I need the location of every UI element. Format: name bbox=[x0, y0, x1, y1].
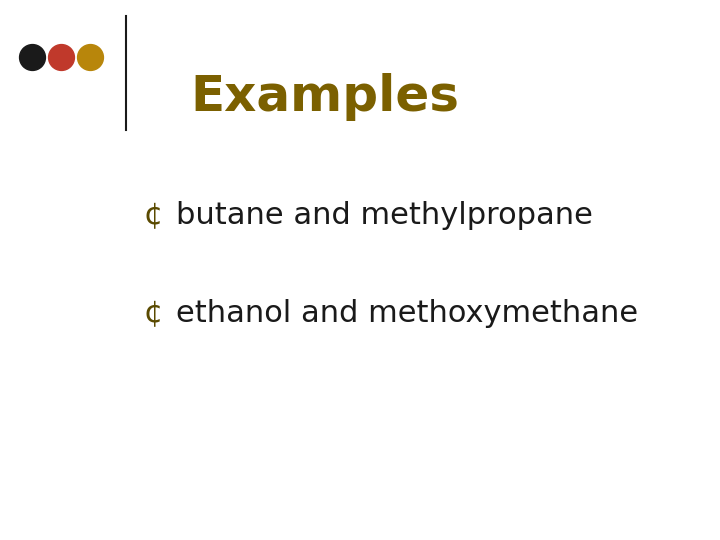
Text: ethanol and methoxymethane: ethanol and methoxymethane bbox=[176, 299, 639, 328]
Text: ¢: ¢ bbox=[144, 201, 163, 231]
Text: butane and methylpropane: butane and methylpropane bbox=[176, 201, 593, 231]
Text: ¢: ¢ bbox=[144, 299, 163, 328]
Text: Examples: Examples bbox=[191, 73, 460, 121]
